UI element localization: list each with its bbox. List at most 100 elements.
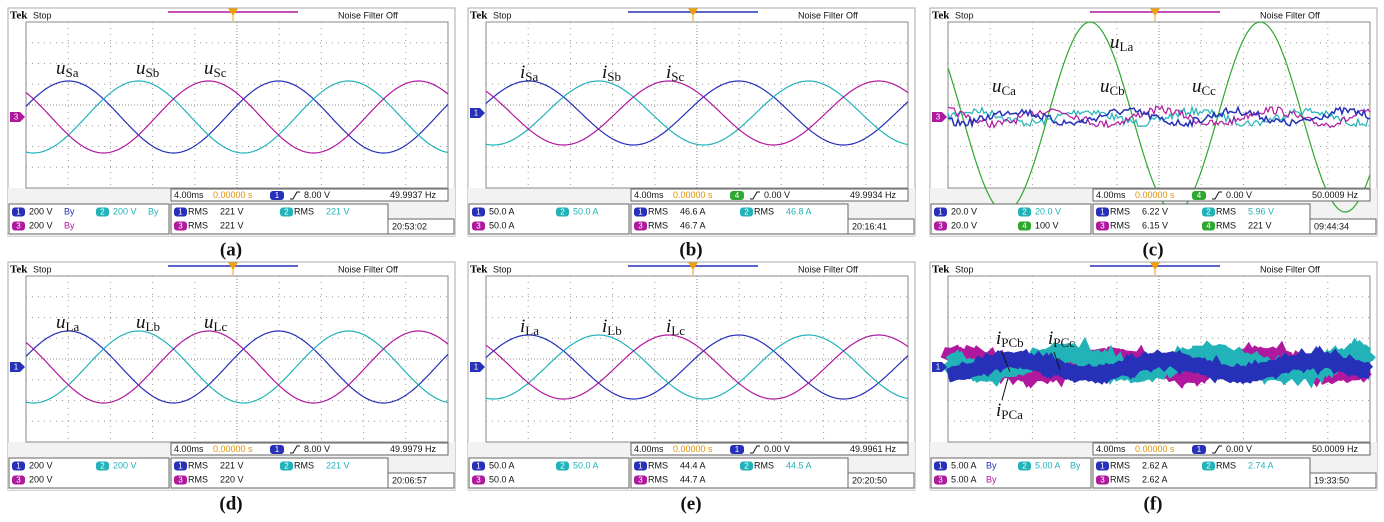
measure-type: RMS bbox=[1216, 460, 1236, 470]
channel-scale: 5.00 A bbox=[951, 460, 977, 470]
measure-type: RMS bbox=[754, 206, 774, 216]
label-subscript: Lc bbox=[671, 323, 685, 338]
panel-caption: (f) bbox=[1144, 493, 1163, 514]
measure-value: 220 V bbox=[220, 474, 244, 484]
timebase: 4.00ms bbox=[1096, 444, 1126, 454]
trigger-level: 0.00 V bbox=[764, 444, 790, 454]
scope-screen: TekStopNoise Filter Off3uSauSbuSc4.00ms0… bbox=[8, 8, 455, 236]
timebase: 4.00ms bbox=[634, 190, 664, 200]
measure-channel: 3 bbox=[638, 476, 643, 485]
measure-value: 221 V bbox=[1248, 220, 1272, 230]
bandwidth-limit: By bbox=[986, 474, 997, 484]
trigger-level: 8.00 V bbox=[304, 444, 330, 454]
measure-type: RMS bbox=[648, 474, 668, 484]
channel-id: 1 bbox=[476, 462, 481, 471]
label-symbol: u bbox=[1192, 76, 1202, 97]
panel-caption: (e) bbox=[680, 493, 701, 514]
channel-scale: 50.0 A bbox=[489, 206, 515, 216]
frequency: 50.0009 Hz bbox=[1312, 190, 1359, 200]
channel-id: 1 bbox=[476, 208, 481, 217]
filter-state: Noise Filter Off bbox=[1260, 10, 1320, 20]
measure-value: 44.5 A bbox=[786, 460, 812, 470]
measure-channel: 2 bbox=[284, 208, 289, 217]
brand: Tek bbox=[10, 264, 28, 276]
measure-value: 46.6 A bbox=[680, 206, 706, 216]
label-subscript: Cc bbox=[1202, 83, 1217, 98]
trigger-channel: 4 bbox=[1197, 191, 1202, 200]
channel-scale: 5.00 A bbox=[951, 474, 977, 484]
brand: Tek bbox=[932, 10, 950, 22]
label-subscript: Lb bbox=[146, 319, 160, 334]
channel-marker: 1 bbox=[936, 363, 941, 372]
measure-type: RMS bbox=[648, 220, 668, 230]
channel-id: 4 bbox=[1022, 222, 1027, 231]
channel-marker: 3 bbox=[936, 113, 941, 122]
measure-channel: 1 bbox=[638, 462, 643, 471]
measure-channel: 3 bbox=[1100, 222, 1105, 231]
label-symbol: u bbox=[204, 58, 214, 79]
frequency: 49.9934 Hz bbox=[850, 190, 897, 200]
measure-value: 6.15 V bbox=[1142, 220, 1168, 230]
trigger-channel: 4 bbox=[735, 191, 740, 200]
channel-id: 2 bbox=[100, 208, 105, 217]
measure-channel: 3 bbox=[178, 476, 183, 485]
trigger-position: 0.00000 s bbox=[1135, 190, 1175, 200]
channel-scale: 200 V bbox=[29, 460, 53, 470]
measure-type: RMS bbox=[188, 460, 208, 470]
trigger-channel: 1 bbox=[275, 445, 280, 454]
measure-type: RMS bbox=[188, 474, 208, 484]
trigger-level: 0.00 V bbox=[1226, 444, 1252, 454]
measure-channel: 2 bbox=[744, 208, 749, 217]
measure-type: RMS bbox=[1110, 206, 1130, 216]
panel-caption: (b) bbox=[679, 239, 702, 260]
measure-channel: 1 bbox=[178, 208, 183, 217]
trigger-channel: 1 bbox=[735, 445, 740, 454]
bandwidth-limit: By bbox=[986, 460, 997, 470]
panel-caption: (d) bbox=[219, 493, 242, 514]
label-subscript: Sc bbox=[214, 65, 227, 80]
trigger-position: 0.00000 s bbox=[673, 190, 713, 200]
filter-state: Noise Filter Off bbox=[338, 10, 398, 20]
channel-id: 1 bbox=[938, 208, 943, 217]
bandwidth-limit: By bbox=[148, 206, 159, 216]
channel-scale: 200 V bbox=[113, 460, 137, 470]
channel-id: 3 bbox=[476, 476, 481, 485]
channel-id: 3 bbox=[16, 222, 21, 231]
measure-value: 221 V bbox=[220, 460, 244, 470]
page: {"panels":[ {"header":{"brand":"Tek","st… bbox=[0, 0, 1384, 522]
measure-value: 2.62 A bbox=[1142, 460, 1168, 470]
channel-scale: 50.0 A bbox=[489, 460, 515, 470]
channel-scale: 200 V bbox=[29, 474, 53, 484]
channel-id: 2 bbox=[1022, 462, 1027, 471]
measure-channel: 2 bbox=[284, 462, 289, 471]
channel-scale: 20.0 V bbox=[1035, 206, 1061, 216]
label-subscript: La bbox=[66, 319, 80, 334]
channel-id: 1 bbox=[16, 462, 21, 471]
measure-value: 2.62 A bbox=[1142, 474, 1168, 484]
timebase: 4.00ms bbox=[174, 444, 204, 454]
measure-value: 44.7 A bbox=[680, 474, 706, 484]
label-symbol: u bbox=[204, 312, 214, 333]
channel-scale: 50.0 A bbox=[489, 220, 515, 230]
trigger-level: 8.00 V bbox=[304, 190, 330, 200]
scope-screen: TekStopNoise Filter Off1iPCbiPCciPCa4.00… bbox=[930, 262, 1377, 490]
trigger-channel: 1 bbox=[275, 191, 280, 200]
measure-type: RMS bbox=[188, 206, 208, 216]
clock: 20:16:41 bbox=[852, 221, 887, 231]
measure-type: RMS bbox=[648, 460, 668, 470]
measure-type: RMS bbox=[1216, 220, 1236, 230]
measure-type: RMS bbox=[1216, 206, 1236, 216]
bandwidth-limit: By bbox=[64, 220, 75, 230]
filter-state: Noise Filter Off bbox=[1260, 264, 1320, 274]
clock: 19:33:50 bbox=[1314, 475, 1349, 485]
frequency: 49.9937 Hz bbox=[390, 190, 437, 200]
clock: 20:20:50 bbox=[852, 475, 887, 485]
brand: Tek bbox=[10, 10, 28, 22]
channel-id: 2 bbox=[100, 462, 105, 471]
acq-state: Stop bbox=[493, 264, 512, 274]
channel-scale: 20.0 V bbox=[951, 206, 977, 216]
measure-channel: 2 bbox=[1206, 208, 1211, 217]
measure-value: 44.4 A bbox=[680, 460, 706, 470]
measure-value: 2.74 A bbox=[1248, 460, 1274, 470]
